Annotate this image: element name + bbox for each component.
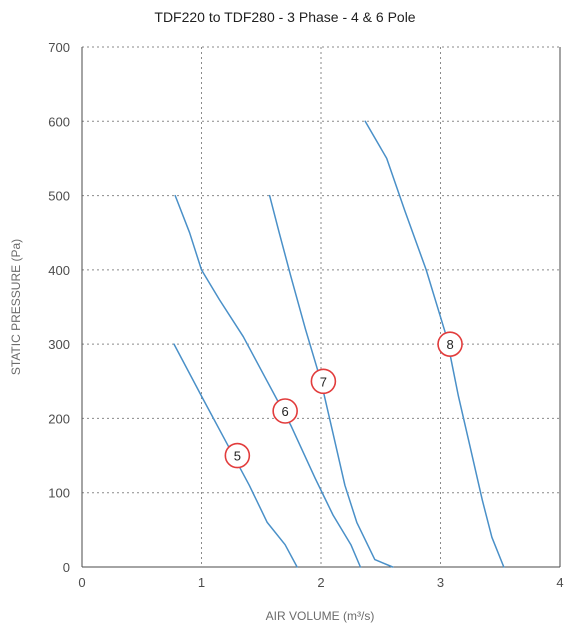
x-axis-label: AIR VOLUME (m³/s) bbox=[266, 609, 375, 623]
y-tick-label: 200 bbox=[48, 411, 70, 426]
y-tick-label: 0 bbox=[63, 560, 70, 575]
x-tick-label: 3 bbox=[437, 575, 444, 590]
y-tick-label: 500 bbox=[48, 189, 70, 204]
y-tick-label: 300 bbox=[48, 337, 70, 352]
curve-label-8: 8 bbox=[446, 337, 453, 352]
x-tick-label: 0 bbox=[78, 575, 85, 590]
x-tick-label: 1 bbox=[198, 575, 205, 590]
curve-label-5: 5 bbox=[234, 449, 241, 464]
x-tick-label: 4 bbox=[556, 575, 563, 590]
curve-label-6: 6 bbox=[282, 404, 289, 419]
y-tick-label: 600 bbox=[48, 114, 70, 129]
y-axis-label: STATIC PRESSURE (Pa) bbox=[9, 239, 23, 375]
y-tick-label: 400 bbox=[48, 263, 70, 278]
y-tick-label: 100 bbox=[48, 486, 70, 501]
plot-area: 0 1 2 3 4 0 100 200 300 400 500 600 700 5 6 7 8 bbox=[48, 40, 563, 590]
y-tick-label: 700 bbox=[48, 40, 70, 55]
curve-label-7: 7 bbox=[320, 374, 327, 389]
chart-title: TDF220 to TDF280 - 3 Phase - 4 & 6 Pole bbox=[154, 9, 415, 25]
x-tick-label: 2 bbox=[317, 575, 324, 590]
